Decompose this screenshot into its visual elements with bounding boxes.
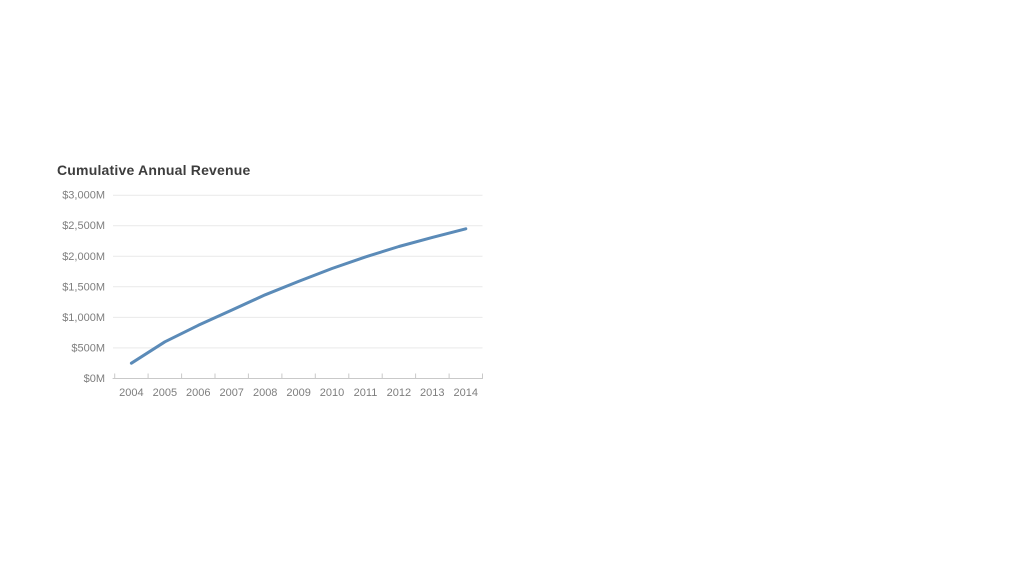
revenue-series-line — [129, 227, 468, 365]
x-axis-tick-label: 2010 — [320, 387, 344, 399]
x-axis-tick-label: 2013 — [420, 387, 444, 399]
x-axis-tick-label: 2004 — [119, 387, 143, 399]
x-axis-tick-label: 2006 — [186, 387, 210, 399]
cumulative-revenue-chart: Cumulative Annual Revenue $0M $500M $1,000… — [57, 162, 517, 423]
x-axis-tick-label: 2012 — [387, 387, 411, 399]
line-chart-plot: $0M $500M $1,000M $1,500M $2,000M $2,500M $3,0… — [62, 190, 483, 399]
x-axis-tick-label: 2011 — [354, 387, 378, 399]
y-axis-tick-label: $2,500M — [62, 220, 105, 232]
x-axis-tick-label: 2005 — [153, 387, 177, 399]
x-axis-tick-label: 2014 — [454, 387, 478, 399]
y-axis-tick-label: $3,000M — [62, 190, 105, 202]
y-axis-tick-label: $1,000M — [62, 312, 105, 324]
chart-title: Cumulative Annual Revenue — [57, 162, 251, 178]
y-axis-tick-label: $500M — [71, 342, 105, 354]
x-axis-tick-label: 2008 — [253, 387, 277, 399]
x-axis-tick-label: 2009 — [286, 387, 310, 399]
y-axis-tick-label: $2,000M — [62, 251, 105, 263]
y-axis-tick-label: $0M — [84, 373, 105, 385]
y-axis-tick-label: $1,500M — [62, 281, 105, 293]
x-axis-tick-label: 2007 — [219, 387, 243, 399]
